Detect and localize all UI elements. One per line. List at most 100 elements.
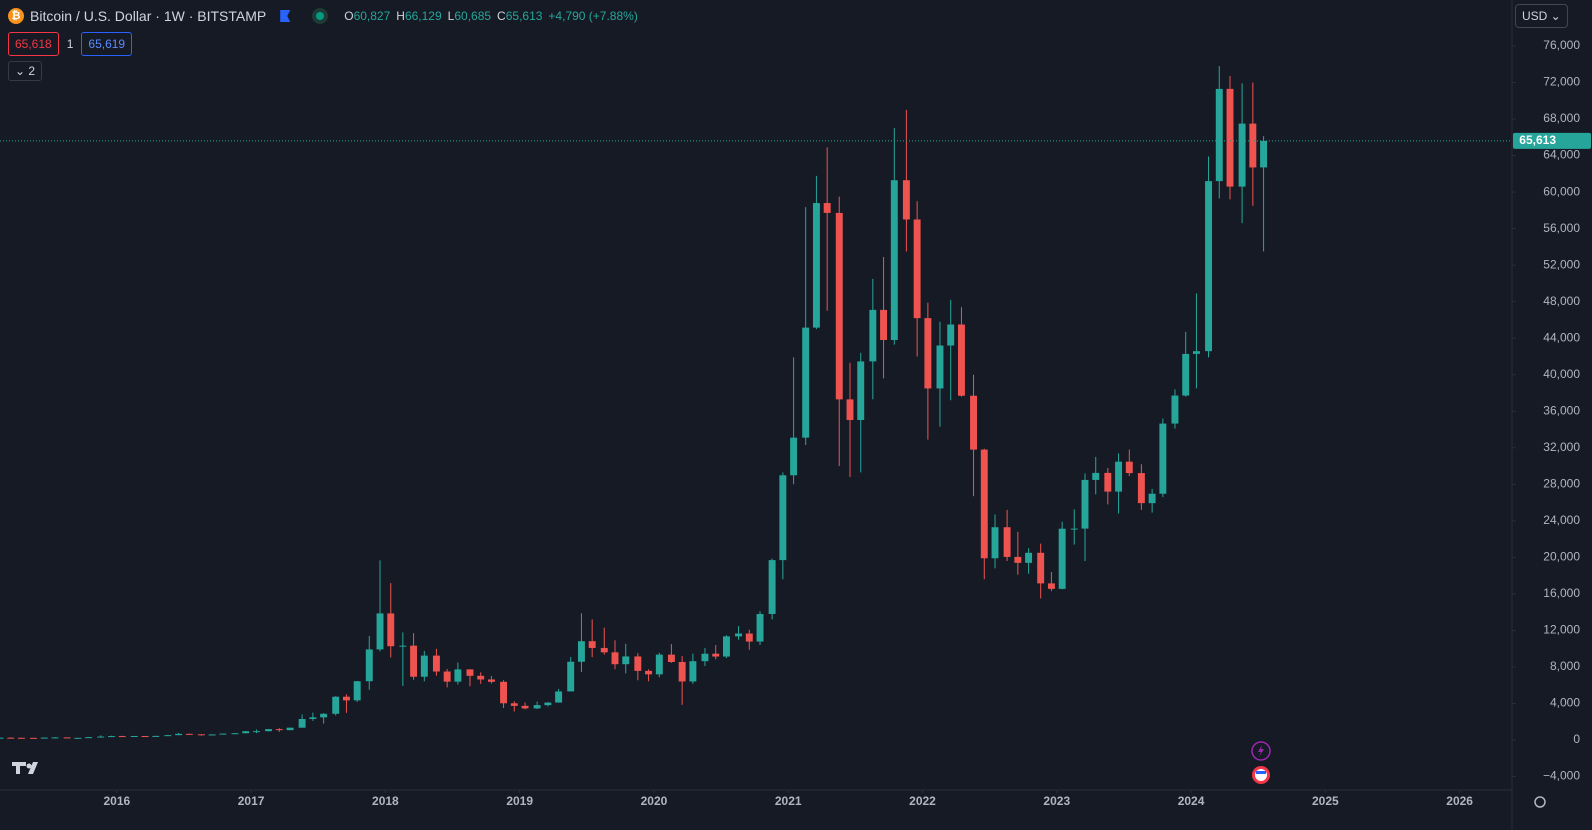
sell-button[interactable]: 65,618 xyxy=(8,32,59,56)
candle-body xyxy=(1003,527,1011,557)
candle-body xyxy=(30,737,38,739)
candle-body xyxy=(219,733,227,735)
candle-body xyxy=(745,633,753,642)
y-tick-label: 60,000 xyxy=(1543,184,1580,198)
candle-body xyxy=(869,309,877,362)
candle-body xyxy=(185,733,193,735)
candle-body xyxy=(152,735,160,737)
buy-button[interactable]: 65,619 xyxy=(81,32,133,56)
candle-body xyxy=(521,705,529,709)
candle-body xyxy=(936,345,944,389)
y-tick-label: 40,000 xyxy=(1543,367,1580,381)
candle-body xyxy=(790,437,798,476)
legend: ₿ Bitcoin / U.S. Dollar · 1W · BITSTAMP … xyxy=(8,6,638,26)
y-tick-label: 68,000 xyxy=(1543,111,1580,125)
candle-body xyxy=(1171,395,1179,424)
candle-body xyxy=(253,731,260,733)
y-tick-label: 4,000 xyxy=(1550,696,1580,710)
candle-body xyxy=(410,645,418,677)
candle-body xyxy=(812,203,820,328)
candle-body xyxy=(1238,123,1246,187)
candle-body xyxy=(332,696,340,714)
ohlc-key: L xyxy=(447,9,455,23)
event-icons[interactable] xyxy=(1251,741,1271,784)
candle-body xyxy=(130,736,138,738)
x-tick-label: 2016 xyxy=(103,794,130,808)
market-status[interactable] xyxy=(316,12,325,20)
currency-select[interactable]: USD ⌄ xyxy=(1515,4,1568,28)
candle-body xyxy=(655,654,663,675)
candle-body xyxy=(1025,552,1033,563)
candle-body xyxy=(722,636,730,657)
candle-body xyxy=(947,324,955,346)
candle-body xyxy=(577,641,585,662)
candle-body xyxy=(1192,351,1200,354)
tv-logo[interactable] xyxy=(12,762,38,774)
candle-body xyxy=(567,661,575,692)
x-tick-label: 2023 xyxy=(1043,794,1070,808)
flag-icon[interactable] xyxy=(280,10,291,22)
candle-body xyxy=(779,475,787,561)
y-tick-label: 44,000 xyxy=(1543,330,1580,344)
candle-body xyxy=(286,727,294,731)
candle-body xyxy=(63,737,71,739)
candle-body xyxy=(1070,528,1078,530)
candle-body xyxy=(846,399,854,421)
y-tick-label: 32,000 xyxy=(1543,440,1580,454)
settings-icon[interactable] xyxy=(1534,796,1546,808)
candle-body xyxy=(320,713,328,718)
currency: USD xyxy=(1522,9,1548,23)
candle-body xyxy=(432,655,440,672)
candle-body xyxy=(880,309,888,341)
candle-body xyxy=(275,729,283,731)
candle-body xyxy=(1226,88,1234,187)
change: +4,790 (+7.88%) xyxy=(548,9,638,23)
candle-body xyxy=(857,361,865,421)
candle-body xyxy=(1037,552,1045,584)
coin-icon: ₿ xyxy=(8,8,24,24)
last-price-label: 65,613 xyxy=(1519,133,1556,147)
candle-body xyxy=(1182,353,1190,396)
y-tick-label: 24,000 xyxy=(1543,513,1580,527)
candle-body xyxy=(1205,181,1212,352)
candle-body xyxy=(107,736,115,738)
ohlc-key: H xyxy=(396,9,405,23)
x-tick-label: 2022 xyxy=(909,794,936,808)
x-tick-label: 2020 xyxy=(641,794,668,808)
y-tick-label: 72,000 xyxy=(1543,75,1580,89)
y-tick-label: 52,000 xyxy=(1543,257,1580,271)
candle-body xyxy=(97,736,105,738)
y-tick-label: 28,000 xyxy=(1543,476,1580,490)
y-tick-label: 8,000 xyxy=(1550,659,1580,673)
candle-body xyxy=(957,324,965,396)
candle-body xyxy=(611,652,619,665)
candle-body xyxy=(208,734,216,736)
candle-body xyxy=(454,669,462,682)
candle-body xyxy=(735,633,743,637)
candle-body xyxy=(443,671,451,682)
candle-body xyxy=(487,679,495,682)
candle-body xyxy=(353,681,361,701)
indicators-toggle[interactable]: ⌄ 2 xyxy=(8,61,43,81)
candle-body xyxy=(477,675,485,680)
candle-body xyxy=(701,653,709,662)
candle-body xyxy=(164,735,172,737)
y-tick-label: 36,000 xyxy=(1543,403,1580,417)
candle-body xyxy=(980,449,988,559)
candle-body xyxy=(0,737,4,739)
candle-body xyxy=(420,655,428,677)
candle-body xyxy=(309,717,317,719)
candle-body xyxy=(342,696,350,701)
y-tick-label: 12,000 xyxy=(1543,623,1580,637)
symbol[interactable]: Bitcoin / U.S. Dollar · 1W · BITSTAMP xyxy=(30,8,267,24)
candle-body xyxy=(902,180,910,220)
candle-body xyxy=(1125,461,1133,474)
candle-body xyxy=(1014,556,1022,563)
ohlc-value: 66,129 xyxy=(404,9,442,23)
candle-body xyxy=(924,318,932,389)
y-tick-label: −4,000 xyxy=(1543,769,1580,783)
candle-body xyxy=(7,737,15,739)
